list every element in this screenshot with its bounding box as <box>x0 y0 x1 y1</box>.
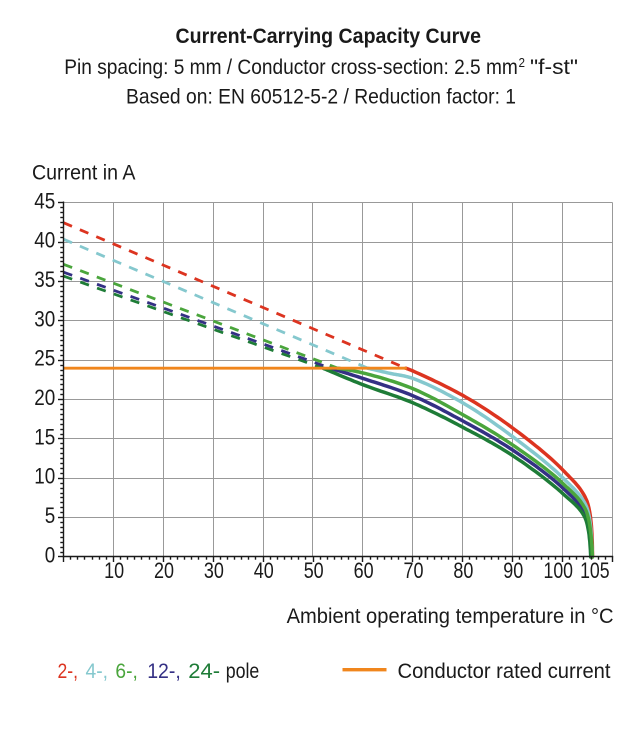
svg-text:Current-Carrying Capacity Curv: Current-Carrying Capacity Curve <box>176 25 482 48</box>
svg-text:pole: pole <box>226 660 260 683</box>
svg-text:Conductor rated current: Conductor rated current <box>398 660 611 683</box>
svg-text:105: 105 <box>580 558 610 583</box>
svg-text:Ambient operating temperature: Ambient operating temperature in °C <box>287 605 614 628</box>
svg-text:50: 50 <box>304 558 324 583</box>
svg-text:12-,: 12-, <box>147 660 181 683</box>
svg-text:40: 40 <box>34 228 55 253</box>
svg-text:100: 100 <box>544 558 574 583</box>
svg-text:30: 30 <box>34 306 55 331</box>
svg-text:10: 10 <box>104 558 124 583</box>
svg-text:45: 45 <box>34 188 55 213</box>
svg-text:30: 30 <box>204 558 224 583</box>
svg-text:Pin spacing: 5 mm / Conductor: Pin spacing: 5 mm / Conductor cross-sect… <box>64 56 518 79</box>
svg-text:24-: 24- <box>188 660 220 683</box>
svg-text:80: 80 <box>453 558 473 583</box>
svg-text:6-,: 6-, <box>115 660 137 683</box>
svg-text:"f-st": "f-st" <box>530 56 578 79</box>
svg-text:20: 20 <box>34 385 55 410</box>
svg-text:2-,: 2-, <box>58 660 79 683</box>
svg-text:60: 60 <box>354 558 374 583</box>
svg-text:25: 25 <box>34 346 55 371</box>
svg-text:90: 90 <box>503 558 523 583</box>
svg-text:0: 0 <box>45 542 56 567</box>
svg-text:5: 5 <box>45 503 56 528</box>
svg-text:10: 10 <box>34 464 55 489</box>
svg-text:Current in A: Current in A <box>32 162 136 185</box>
svg-text:Based on: EN 60512-5-2 / Reduc: Based on: EN 60512-5-2 / Reduction facto… <box>126 86 516 109</box>
svg-text:20: 20 <box>154 558 174 583</box>
svg-text:40: 40 <box>254 558 274 583</box>
svg-text:2: 2 <box>519 55 526 70</box>
svg-text:15: 15 <box>34 424 55 449</box>
svg-text:70: 70 <box>404 558 424 583</box>
svg-text:4-,: 4-, <box>86 660 109 683</box>
svg-text:35: 35 <box>34 267 55 292</box>
